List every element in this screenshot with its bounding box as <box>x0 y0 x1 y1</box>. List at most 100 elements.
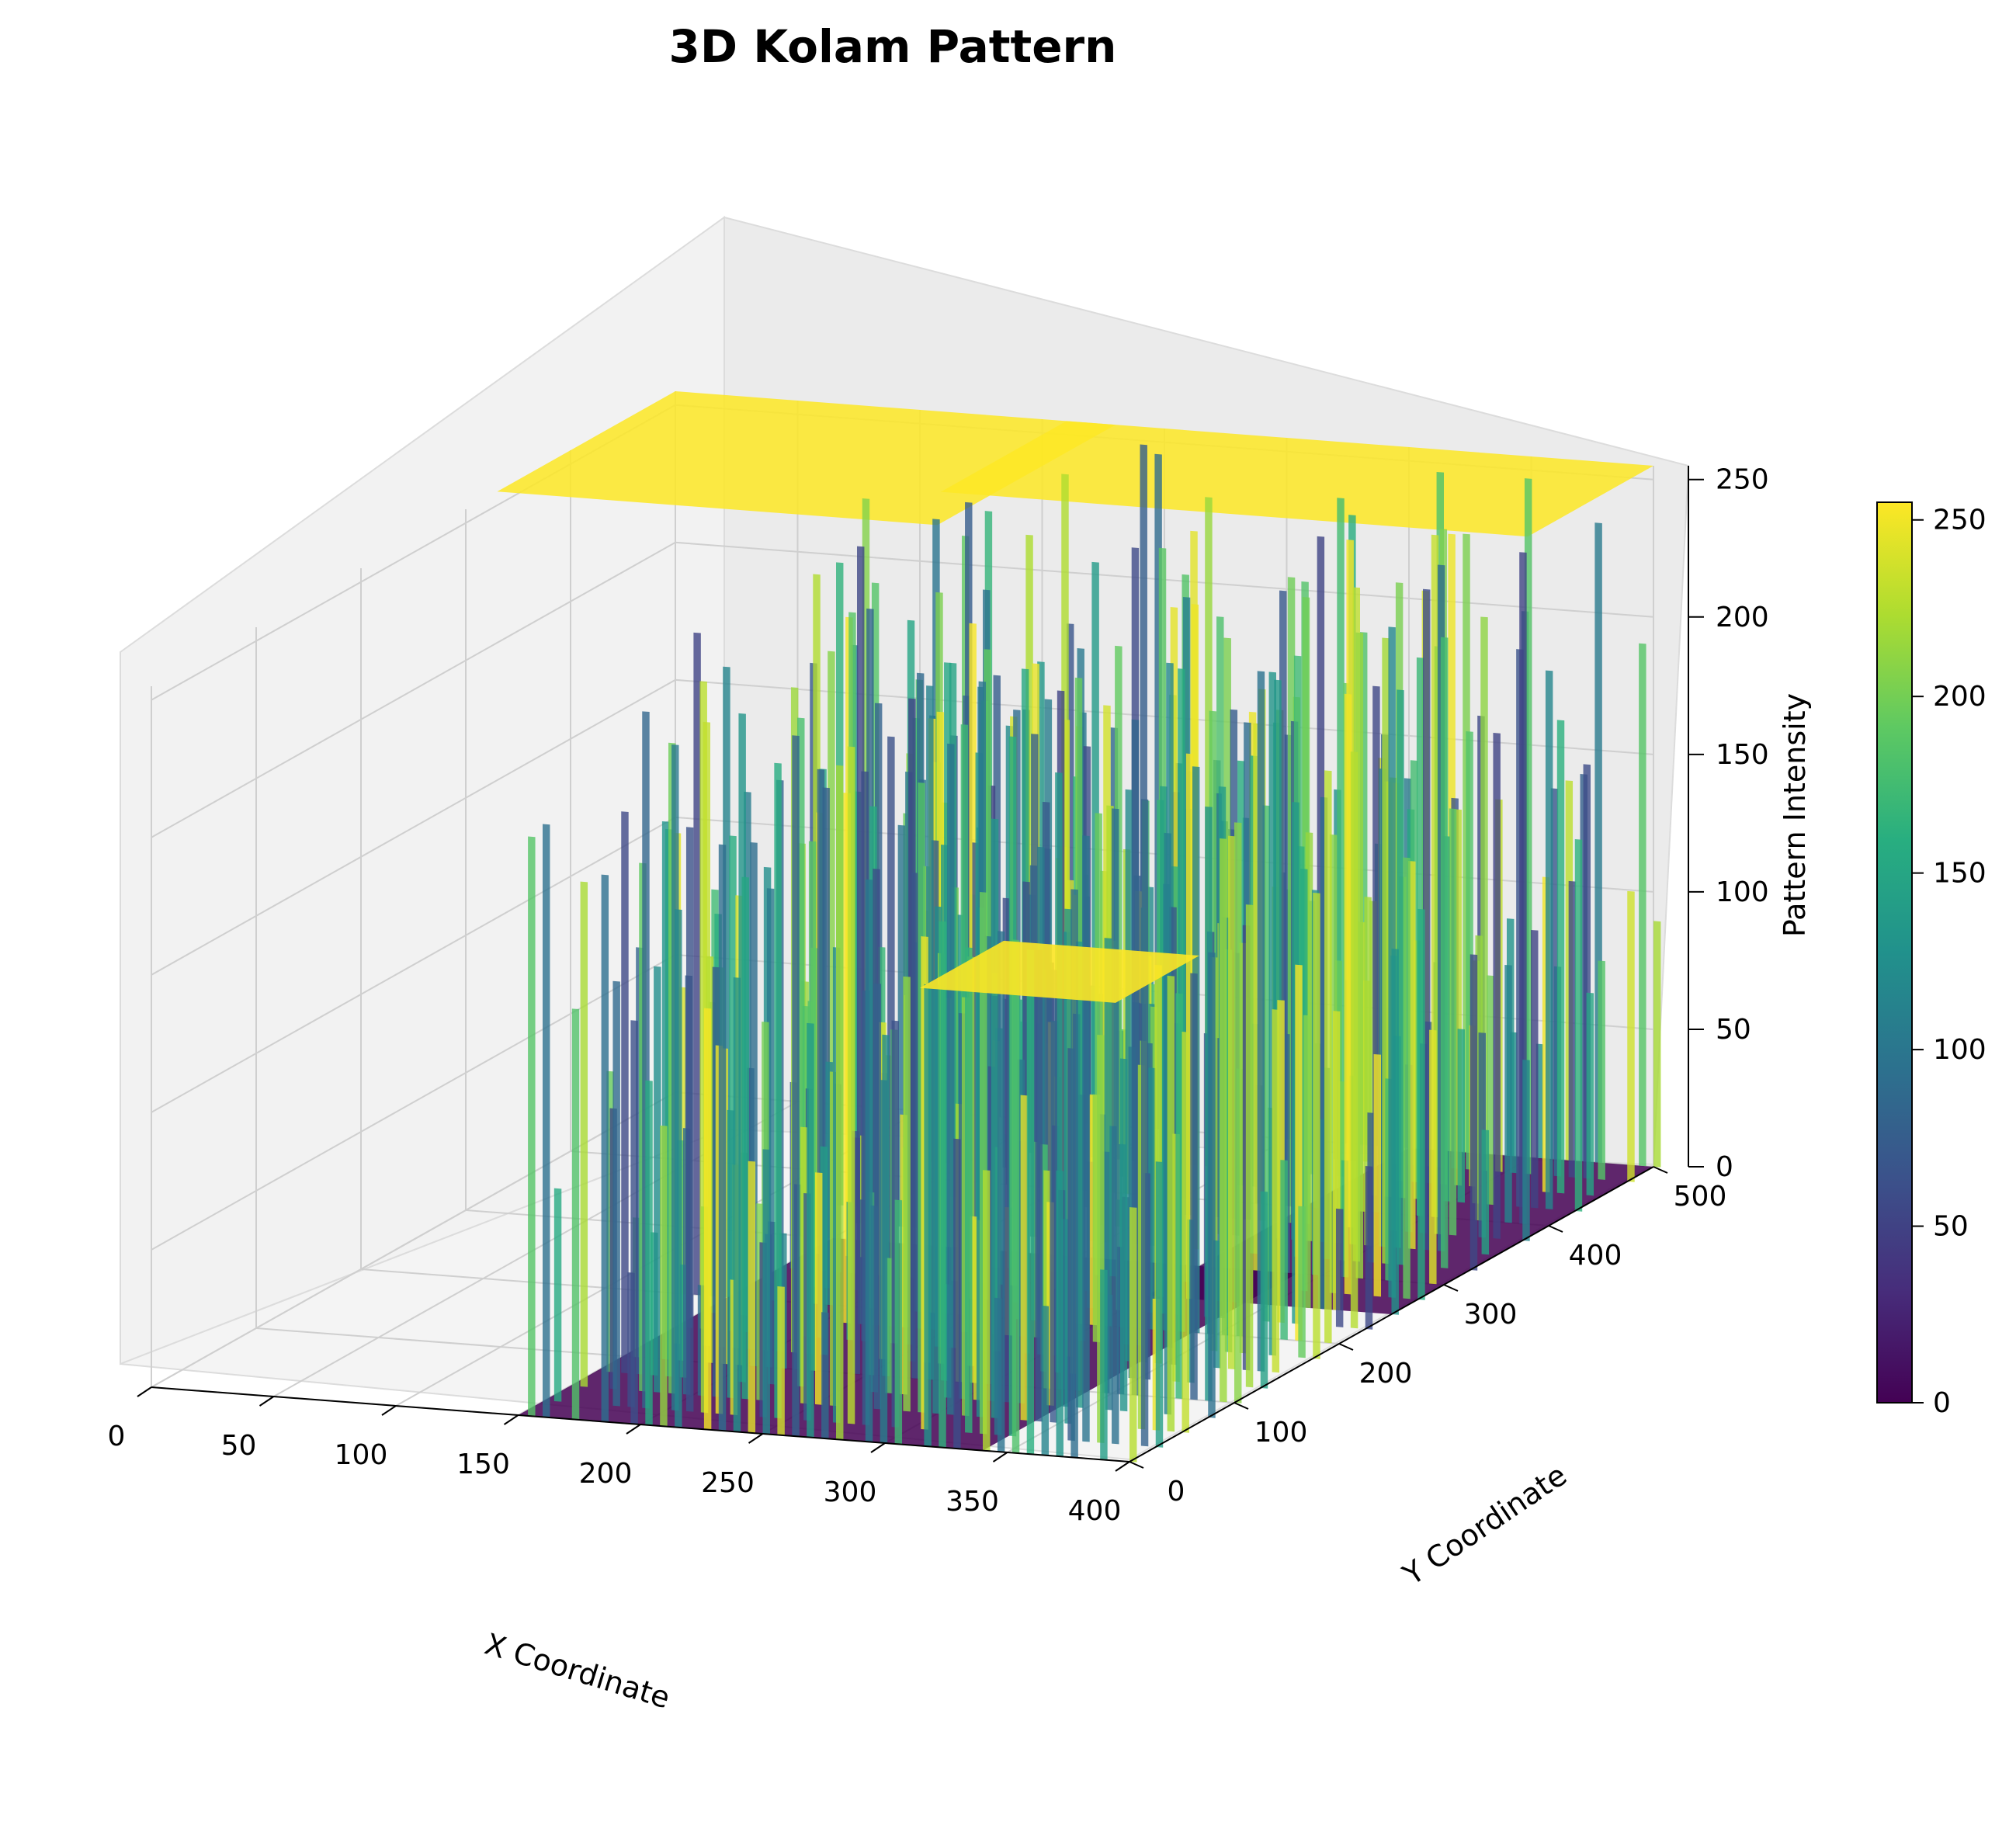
surface-bar <box>703 1008 712 1430</box>
surface-bar <box>777 1286 785 1436</box>
surface-bar <box>1234 822 1242 1404</box>
surface-bar <box>612 980 620 1407</box>
y-axis-line <box>1129 1166 1654 1463</box>
y-tick-label: 500 <box>1674 1181 1727 1213</box>
x-tick-mark <box>1115 1461 1130 1472</box>
surface-bar <box>1298 1206 1306 1358</box>
x-tick-label: 350 <box>946 1486 999 1518</box>
surface-bar <box>880 1080 888 1444</box>
x-axis-label: X Coordinate <box>481 1627 675 1716</box>
surface-bar <box>601 874 609 1422</box>
surface-bar <box>903 976 911 1412</box>
surface-bar <box>873 983 882 1410</box>
surface-bar <box>1469 954 1478 1271</box>
surface-bar <box>685 827 694 1412</box>
x-tick-mark <box>626 1424 641 1435</box>
surface-bar <box>1417 908 1425 1300</box>
surface-bar <box>821 1312 829 1439</box>
y-tick-label: 300 <box>1464 1299 1518 1331</box>
colorbar <box>1876 501 1913 1404</box>
surface-bar <box>997 931 1005 1452</box>
chart-title: 3D Kolam Pattern <box>669 20 1117 73</box>
x-tick-mark <box>259 1396 275 1407</box>
surface-bar <box>1140 799 1149 1447</box>
surface-bar <box>1365 1166 1373 1330</box>
x-tick-label: 50 <box>221 1430 257 1462</box>
surface-bar <box>1011 939 1020 1454</box>
z-tick-label: 50 <box>1716 1014 1751 1046</box>
y-tick-mark <box>1443 1284 1459 1292</box>
x-tick-label: 200 <box>579 1458 633 1490</box>
surface-bar <box>1208 952 1216 1418</box>
x-axis-ticks: 0 50 100 150 200 250 300 350 400 <box>108 1386 1130 1527</box>
y-tick-mark <box>1234 1402 1249 1410</box>
x-tick-label: 0 <box>108 1421 126 1452</box>
surface-bar <box>924 984 932 1447</box>
surface-bar <box>1598 960 1605 1180</box>
surface-bar <box>630 1020 638 1424</box>
surface-bar <box>553 1188 562 1402</box>
surface-bar <box>932 984 940 1414</box>
surface-bar <box>741 876 749 1400</box>
surface-bar <box>1350 751 1358 1329</box>
surface-bar <box>748 1161 756 1434</box>
colorbar-ticks: 0 50 100 150 200 250 <box>1912 505 1987 1419</box>
surface-bar <box>1653 921 1661 1168</box>
surface-bar <box>1493 733 1501 1239</box>
surface-bar <box>1391 949 1399 1315</box>
surface-bar <box>733 977 741 1432</box>
surface-bar <box>1041 1305 1050 1456</box>
surface-bar <box>965 947 973 1433</box>
y-tick-label: 0 <box>1168 1476 1185 1508</box>
surface-bar <box>939 921 946 1448</box>
surface-bar <box>1190 973 1198 1400</box>
y-tick-mark <box>1129 1461 1144 1469</box>
surface-bar <box>774 762 782 1419</box>
x-tick-mark <box>503 1414 519 1425</box>
surface-bar <box>1531 929 1539 1209</box>
y-axis-label: Y Coordinate <box>1397 1458 1573 1592</box>
surface-bar <box>645 1080 653 1426</box>
surface-bar <box>1175 993 1183 1399</box>
surface-bar <box>1429 1029 1437 1285</box>
surface-bar <box>762 1149 770 1435</box>
x-tick-label: 300 <box>824 1476 877 1508</box>
surface-bar <box>894 1199 903 1445</box>
surface-bar <box>1639 643 1646 1167</box>
surface-bar <box>1481 1129 1490 1255</box>
y-tick-label: 200 <box>1359 1358 1413 1390</box>
surface-bar <box>571 1008 580 1420</box>
surface-bar <box>1100 1269 1108 1460</box>
surface-bar <box>953 1138 961 1449</box>
surface-bar <box>1440 637 1449 1268</box>
y-tick-mark <box>1653 1166 1668 1174</box>
surface-bar <box>1335 1208 1344 1327</box>
surface-bar <box>1504 964 1512 1223</box>
surface-bar <box>1373 1053 1381 1297</box>
colorbar-tick-label: 0 <box>1933 1387 1951 1419</box>
surface-bar <box>911 873 919 1379</box>
surface-bar <box>1457 1029 1465 1203</box>
surface-bar <box>1568 880 1577 1178</box>
surface-bar <box>815 1172 823 1405</box>
colorbar-tick-label: 250 <box>1933 505 1987 536</box>
surface-bar <box>1227 835 1236 1369</box>
colorbar-tick-label: 150 <box>1933 858 1987 890</box>
surface-bar <box>1082 835 1090 1442</box>
z-tick-label: 200 <box>1716 602 1769 633</box>
surface-bar <box>1220 838 1227 1403</box>
y-axis-ticks: 0 100 200 300 400 500 <box>1129 1166 1727 1508</box>
surface-bar <box>1403 857 1411 1299</box>
surface-bar <box>1280 1160 1288 1340</box>
surface-bar <box>836 765 844 1440</box>
z-tick-label: 250 <box>1716 464 1769 496</box>
surface-bar <box>654 966 661 1393</box>
z-tick-label: 150 <box>1716 739 1769 771</box>
surface-plot <box>497 391 1661 1463</box>
z-gridline <box>151 678 1654 976</box>
surface-bar <box>1324 770 1332 1344</box>
colorbar-tick-label: 50 <box>1933 1211 1969 1243</box>
colorbar-tick-label: 200 <box>1933 681 1987 713</box>
